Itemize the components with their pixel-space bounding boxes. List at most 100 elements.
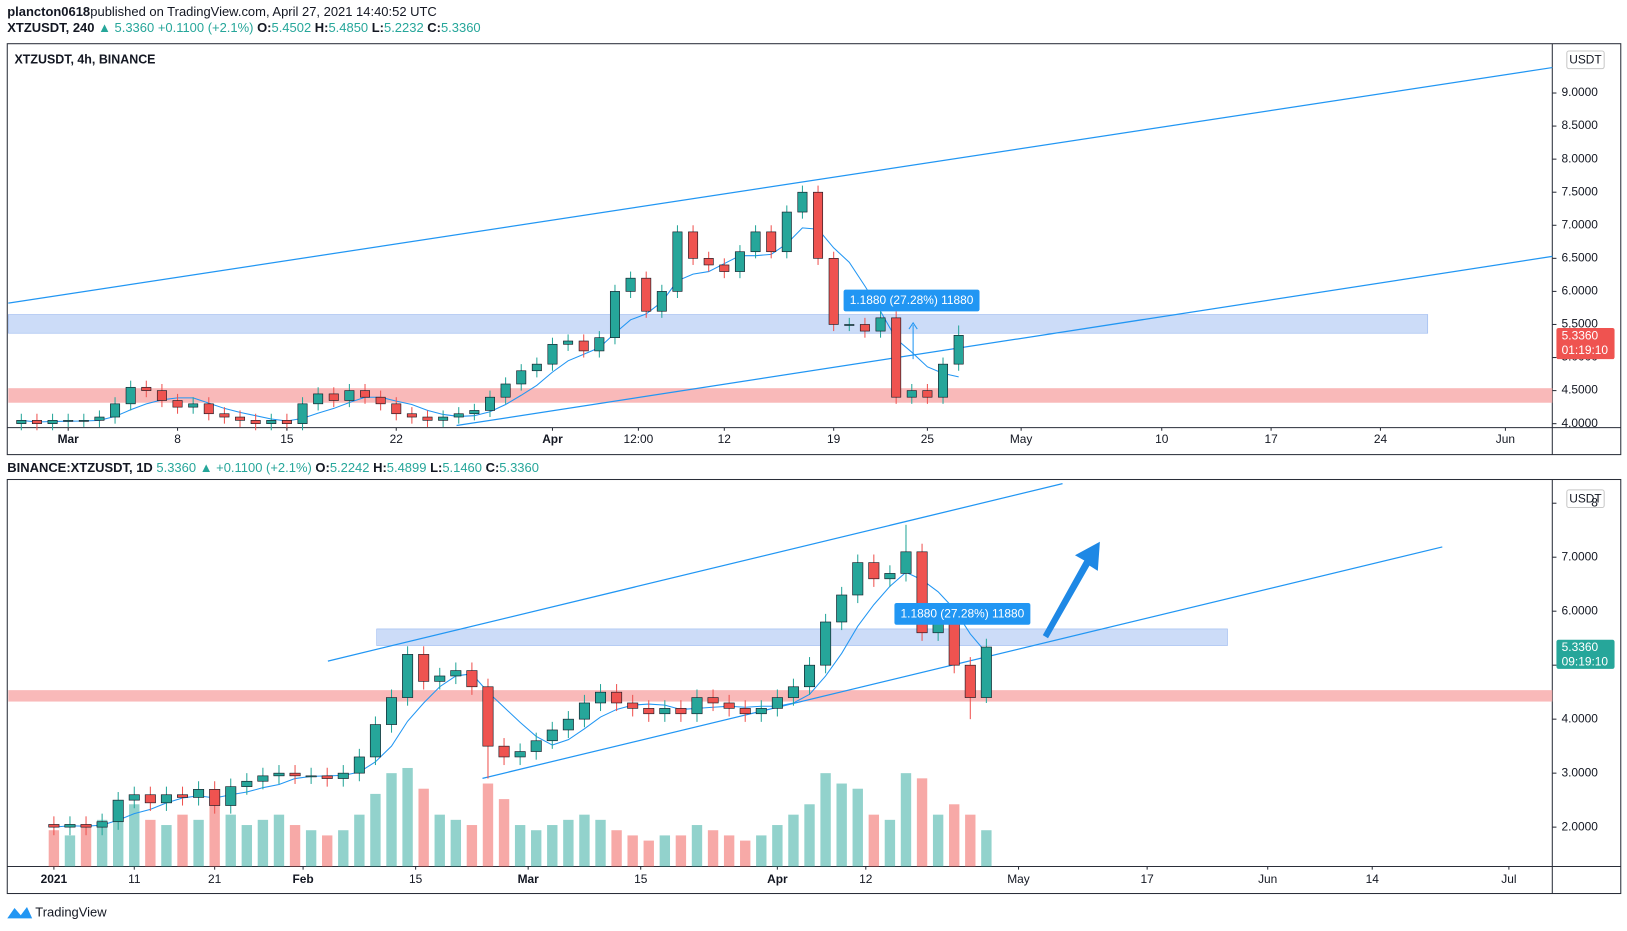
candle-body bbox=[643, 708, 655, 715]
volume-bar bbox=[579, 814, 590, 867]
candle-body bbox=[337, 772, 349, 779]
candle-body bbox=[360, 390, 370, 398]
volume-bar bbox=[514, 825, 526, 867]
candle-body bbox=[875, 317, 886, 332]
volume-bar bbox=[161, 825, 172, 867]
candles-4h bbox=[16, 185, 964, 431]
volume-bar bbox=[386, 773, 397, 867]
y-tick-label: 4.0000 bbox=[1561, 416, 1598, 430]
candle-body bbox=[627, 702, 639, 709]
candle-body bbox=[672, 231, 683, 292]
volume-bar bbox=[241, 825, 253, 867]
candle-body bbox=[719, 264, 730, 272]
candle-body bbox=[63, 420, 74, 422]
ohlc-value: 5.3360 bbox=[441, 21, 481, 36]
volume-bar bbox=[48, 830, 60, 867]
volume-bar bbox=[723, 835, 735, 867]
volume-bar bbox=[96, 819, 108, 867]
candle-body bbox=[836, 594, 848, 623]
candle-body bbox=[688, 231, 699, 259]
candle-body bbox=[980, 646, 992, 698]
volume-bar bbox=[482, 783, 494, 867]
x-tick-label: 11 bbox=[128, 872, 141, 886]
y-tick-label: 8 bbox=[1591, 495, 1598, 509]
volume-bar bbox=[965, 814, 976, 867]
candle-body bbox=[225, 786, 237, 806]
candle-body bbox=[691, 697, 703, 715]
brand[interactable]: TradingView bbox=[35, 905, 107, 920]
candle-body bbox=[47, 420, 58, 424]
volume-bar bbox=[338, 830, 349, 867]
price-tag-countdown: 01:19:10 bbox=[1562, 343, 1609, 357]
candle-body bbox=[514, 751, 526, 758]
x-tick-label: Mar bbox=[58, 432, 80, 446]
candle-body bbox=[546, 729, 558, 742]
x-tick-label: Apr bbox=[542, 432, 563, 446]
candle-body bbox=[594, 337, 605, 352]
volume-bar bbox=[434, 814, 445, 867]
volume-bar bbox=[289, 825, 301, 867]
candle-body bbox=[209, 789, 221, 806]
candle-body bbox=[859, 324, 870, 332]
ohlc-value: 5.4899 bbox=[387, 461, 427, 476]
measure-box bbox=[843, 289, 980, 312]
candle-body bbox=[438, 416, 449, 421]
volume-bar bbox=[772, 825, 783, 867]
candle-body bbox=[562, 718, 574, 731]
author[interactable]: plancton0618 bbox=[7, 4, 90, 19]
measure-label: 1.1880 (27.28%) 11880 bbox=[901, 607, 1025, 621]
y-tick-label: 9.0000 bbox=[1561, 85, 1598, 99]
candle-body bbox=[241, 780, 253, 787]
x-tick-label: 14 bbox=[1366, 872, 1380, 886]
volume-bar bbox=[981, 830, 992, 867]
price-tag-countdown: 09:19:10 bbox=[1562, 655, 1609, 669]
volume-bar bbox=[531, 830, 542, 867]
ohlc-value: 5.2242 bbox=[330, 461, 370, 476]
symbol: BINANCE:XTZUSDT, 1D bbox=[7, 461, 153, 476]
arrow: ▲ bbox=[98, 21, 111, 36]
candle-body bbox=[156, 390, 167, 401]
candle-body bbox=[257, 775, 269, 782]
volume-bar bbox=[884, 819, 896, 867]
volume-bar bbox=[900, 773, 912, 867]
candle-body bbox=[172, 400, 183, 408]
ohlc-key: C: bbox=[486, 461, 500, 476]
x-tick-label: Jun bbox=[1258, 872, 1277, 886]
volume-bar bbox=[675, 835, 687, 867]
change: +0.1100 (+2.1%) bbox=[158, 21, 254, 36]
x-tick-label: 10 bbox=[1155, 432, 1169, 446]
panel-frame bbox=[6, 43, 1622, 456]
candle-body bbox=[418, 654, 430, 682]
volume-bar bbox=[932, 814, 944, 867]
candle-body bbox=[96, 821, 108, 828]
volume-bar bbox=[305, 830, 317, 867]
candle-body bbox=[297, 403, 308, 424]
candle-body bbox=[193, 789, 205, 798]
y-tick-label: 7.0000 bbox=[1561, 549, 1598, 563]
candle-body bbox=[750, 231, 761, 253]
candle-body bbox=[906, 390, 917, 398]
currency: USDT bbox=[1569, 52, 1602, 66]
volume-bar bbox=[691, 825, 703, 867]
volume-bar bbox=[852, 788, 863, 867]
y-tick-label: 8.5000 bbox=[1561, 118, 1598, 132]
ohlc-key: L: bbox=[430, 461, 442, 476]
candle-body bbox=[250, 420, 261, 424]
candle-body bbox=[219, 413, 230, 418]
ohlc-value: 5.2232 bbox=[384, 21, 424, 36]
volume-bar bbox=[129, 804, 140, 867]
candle-body bbox=[422, 416, 433, 421]
symbol: XTZUSDT, 240 bbox=[7, 21, 94, 36]
candle-body bbox=[281, 420, 292, 424]
volume-bar bbox=[563, 819, 574, 867]
volume-bar bbox=[209, 804, 220, 867]
candle-body bbox=[375, 396, 386, 405]
volume-bar bbox=[402, 767, 413, 867]
candle-body bbox=[964, 664, 976, 698]
x-tick-label: Mar bbox=[518, 872, 540, 886]
price-tag bbox=[1556, 328, 1615, 360]
volume-bar bbox=[370, 793, 381, 867]
volume-bar bbox=[145, 819, 156, 867]
support-zone bbox=[8, 690, 1553, 702]
volume-bar bbox=[113, 809, 124, 867]
